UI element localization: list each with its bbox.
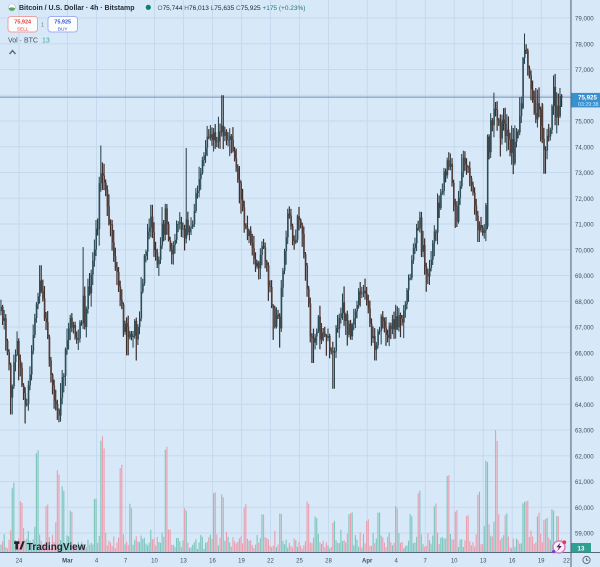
- svg-text:69,000: 69,000: [575, 273, 594, 280]
- svg-text:66,000: 66,000: [575, 350, 594, 357]
- svg-text:75,925: 75,925: [578, 94, 597, 101]
- svg-text:4: 4: [395, 558, 399, 564]
- svg-text:1: 1: [41, 23, 44, 29]
- svg-text:22: 22: [267, 558, 274, 564]
- svg-text:Vol · BTC: Vol · BTC: [8, 37, 38, 44]
- svg-text:77,000: 77,000: [575, 67, 594, 74]
- svg-text:19: 19: [238, 558, 245, 564]
- svg-text:64,000: 64,000: [575, 402, 594, 409]
- svg-text:10: 10: [451, 558, 458, 564]
- svg-text:22: 22: [563, 558, 570, 564]
- svg-text:65,000: 65,000: [575, 376, 594, 383]
- svg-text:SELL: SELL: [17, 27, 29, 33]
- svg-text:19: 19: [538, 558, 545, 564]
- svg-text:16: 16: [209, 558, 216, 564]
- svg-text:7: 7: [124, 558, 128, 564]
- svg-text:TradingView: TradingView: [27, 542, 86, 553]
- svg-text:72,000: 72,000: [575, 196, 594, 203]
- svg-text:75,925: 75,925: [54, 20, 71, 26]
- svg-text:24: 24: [16, 558, 23, 564]
- svg-text:4: 4: [95, 558, 99, 564]
- svg-text:25: 25: [296, 558, 303, 564]
- svg-text:10: 10: [151, 558, 158, 564]
- svg-text:75,924: 75,924: [14, 20, 32, 26]
- svg-text:67,000: 67,000: [575, 325, 594, 332]
- svg-text:7: 7: [424, 558, 428, 564]
- svg-text:Bitcoin / U.S. Dollar · 4h · B: Bitcoin / U.S. Dollar · 4h · Bitstamp: [19, 5, 135, 12]
- svg-text:75,000: 75,000: [575, 119, 594, 126]
- svg-text:28: 28: [325, 558, 332, 564]
- svg-text:78,000: 78,000: [575, 41, 594, 48]
- svg-text:59,000: 59,000: [575, 531, 594, 538]
- svg-text:62,000: 62,000: [575, 453, 594, 460]
- svg-text:68,000: 68,000: [575, 299, 594, 306]
- svg-text:13: 13: [180, 558, 187, 564]
- svg-text:13: 13: [480, 558, 487, 564]
- svg-text:Mar: Mar: [62, 558, 73, 564]
- svg-text:13: 13: [578, 546, 585, 553]
- svg-text:73,000: 73,000: [575, 170, 594, 177]
- svg-text:74,000: 74,000: [575, 144, 594, 151]
- svg-text:60,000: 60,000: [575, 505, 594, 512]
- svg-text:61,000: 61,000: [575, 479, 594, 486]
- svg-text:Apr: Apr: [362, 558, 373, 564]
- svg-text:63,000: 63,000: [575, 428, 594, 435]
- svg-text:71,000: 71,000: [575, 222, 594, 229]
- svg-text:BUY: BUY: [58, 27, 69, 33]
- svg-text:79,000: 79,000: [575, 16, 594, 23]
- svg-text:03:29:38: 03:29:38: [578, 102, 599, 108]
- svg-text:O75,744 H76,013 L75,635 C75,92: O75,744 H76,013 L75,635 C75,925 +175 (+0…: [158, 5, 306, 12]
- svg-text:13: 13: [42, 37, 50, 44]
- svg-text:70,000: 70,000: [575, 247, 594, 254]
- svg-text:16: 16: [509, 558, 516, 564]
